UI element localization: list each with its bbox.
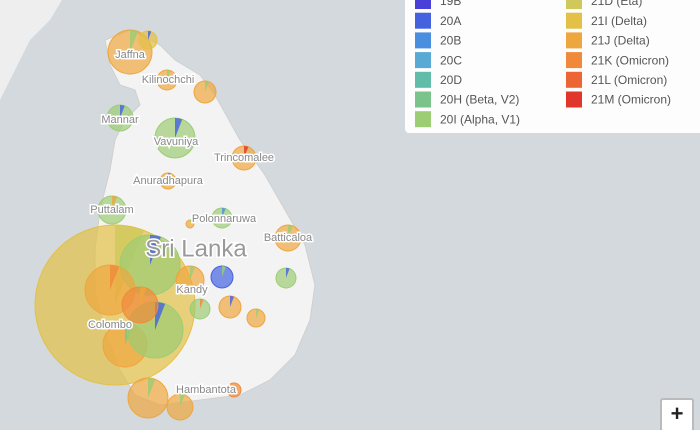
legend-label: 21D (Eta) <box>591 0 642 8</box>
legend-label: 20A <box>440 14 461 28</box>
legend-swatch <box>415 71 431 88</box>
pie-wedge <box>234 383 237 390</box>
pie-wedge <box>110 265 120 290</box>
pie-wedge <box>222 208 226 218</box>
legend-swatch <box>566 0 582 9</box>
legend-label: 20H (Beta, V2) <box>440 93 519 107</box>
pie-wedge <box>168 173 171 181</box>
legend-swatch <box>415 0 431 9</box>
pies <box>34 29 302 421</box>
pie-wedge <box>120 105 125 118</box>
place-label: Puttalam <box>90 204 133 216</box>
legend-swatch <box>415 32 431 49</box>
place-label: Kandy <box>176 284 208 296</box>
legend-label: 21I (Delta) <box>591 14 647 28</box>
place-label: Sri Lanka <box>145 235 247 262</box>
pie-wedge <box>190 266 196 280</box>
pie-wedge <box>286 268 290 278</box>
legend-swatch <box>566 52 582 69</box>
legend-label: 20D <box>440 73 462 87</box>
legend-label: 21M (Omicron) <box>591 93 671 107</box>
india-coast <box>0 0 62 100</box>
legend-label: 20C <box>440 53 462 67</box>
pie-wedge <box>148 378 156 398</box>
legend-swatch <box>415 52 431 69</box>
place-label: Batticaloa <box>264 232 313 244</box>
place-label: Polonnaruwa <box>192 213 257 225</box>
legend-label: 19B <box>440 0 461 8</box>
place-label: Hambantota <box>176 384 237 396</box>
zoom-in-button[interactable]: + <box>660 398 694 430</box>
place-label: Colombo <box>88 319 132 331</box>
place-label: Kilinochchi <box>142 74 195 86</box>
place-label: Vavuniya <box>154 136 199 148</box>
pie-wedge <box>230 296 234 307</box>
legend-label: 20I (Alpha, V1) <box>440 112 520 126</box>
pie-wedge <box>200 299 204 309</box>
pie-wedge <box>150 235 161 265</box>
pie-wedge <box>112 196 118 210</box>
pie-wedge <box>222 266 226 277</box>
legend-swatch <box>415 111 431 128</box>
legend-label: 20B <box>440 34 461 48</box>
pie-wedge <box>190 220 192 224</box>
pie-wedge <box>256 309 260 318</box>
labels: Jaffna Kilinochchi Mannar Vavuniya Trincomal… <box>86 47 314 397</box>
legend-label: 21J (Delta) <box>591 34 650 48</box>
pie-wedge <box>167 70 171 80</box>
pie-wedge <box>140 287 147 305</box>
pie-wedge <box>148 31 152 40</box>
legend-swatch <box>415 91 431 108</box>
legend-swatch <box>566 32 582 49</box>
legend-swatch <box>566 71 582 88</box>
pie-wedge <box>175 118 183 138</box>
legend-swatch <box>566 91 582 108</box>
pie-wedge <box>244 146 249 158</box>
pie-wedge <box>180 394 185 407</box>
place-label: Trincomalee <box>214 152 274 164</box>
place-label: Jaffna <box>115 49 146 61</box>
place-label: Anuradhapura <box>133 175 204 187</box>
legend-swatch <box>566 12 582 29</box>
legend-label: 21L (Omicron) <box>591 73 667 87</box>
legend-swatch <box>415 12 431 29</box>
pie-wedge <box>205 81 209 92</box>
pie-wedge <box>130 30 138 52</box>
legend-panel <box>405 0 700 133</box>
legend: 19B 20A 20B 20C 20D 20H (Beta, V2) 20I (Alpha,… <box>415 0 671 128</box>
pie-wedge <box>288 225 293 238</box>
place-label: Mannar <box>101 114 139 126</box>
legend-label: 21K (Omicron) <box>591 53 669 67</box>
